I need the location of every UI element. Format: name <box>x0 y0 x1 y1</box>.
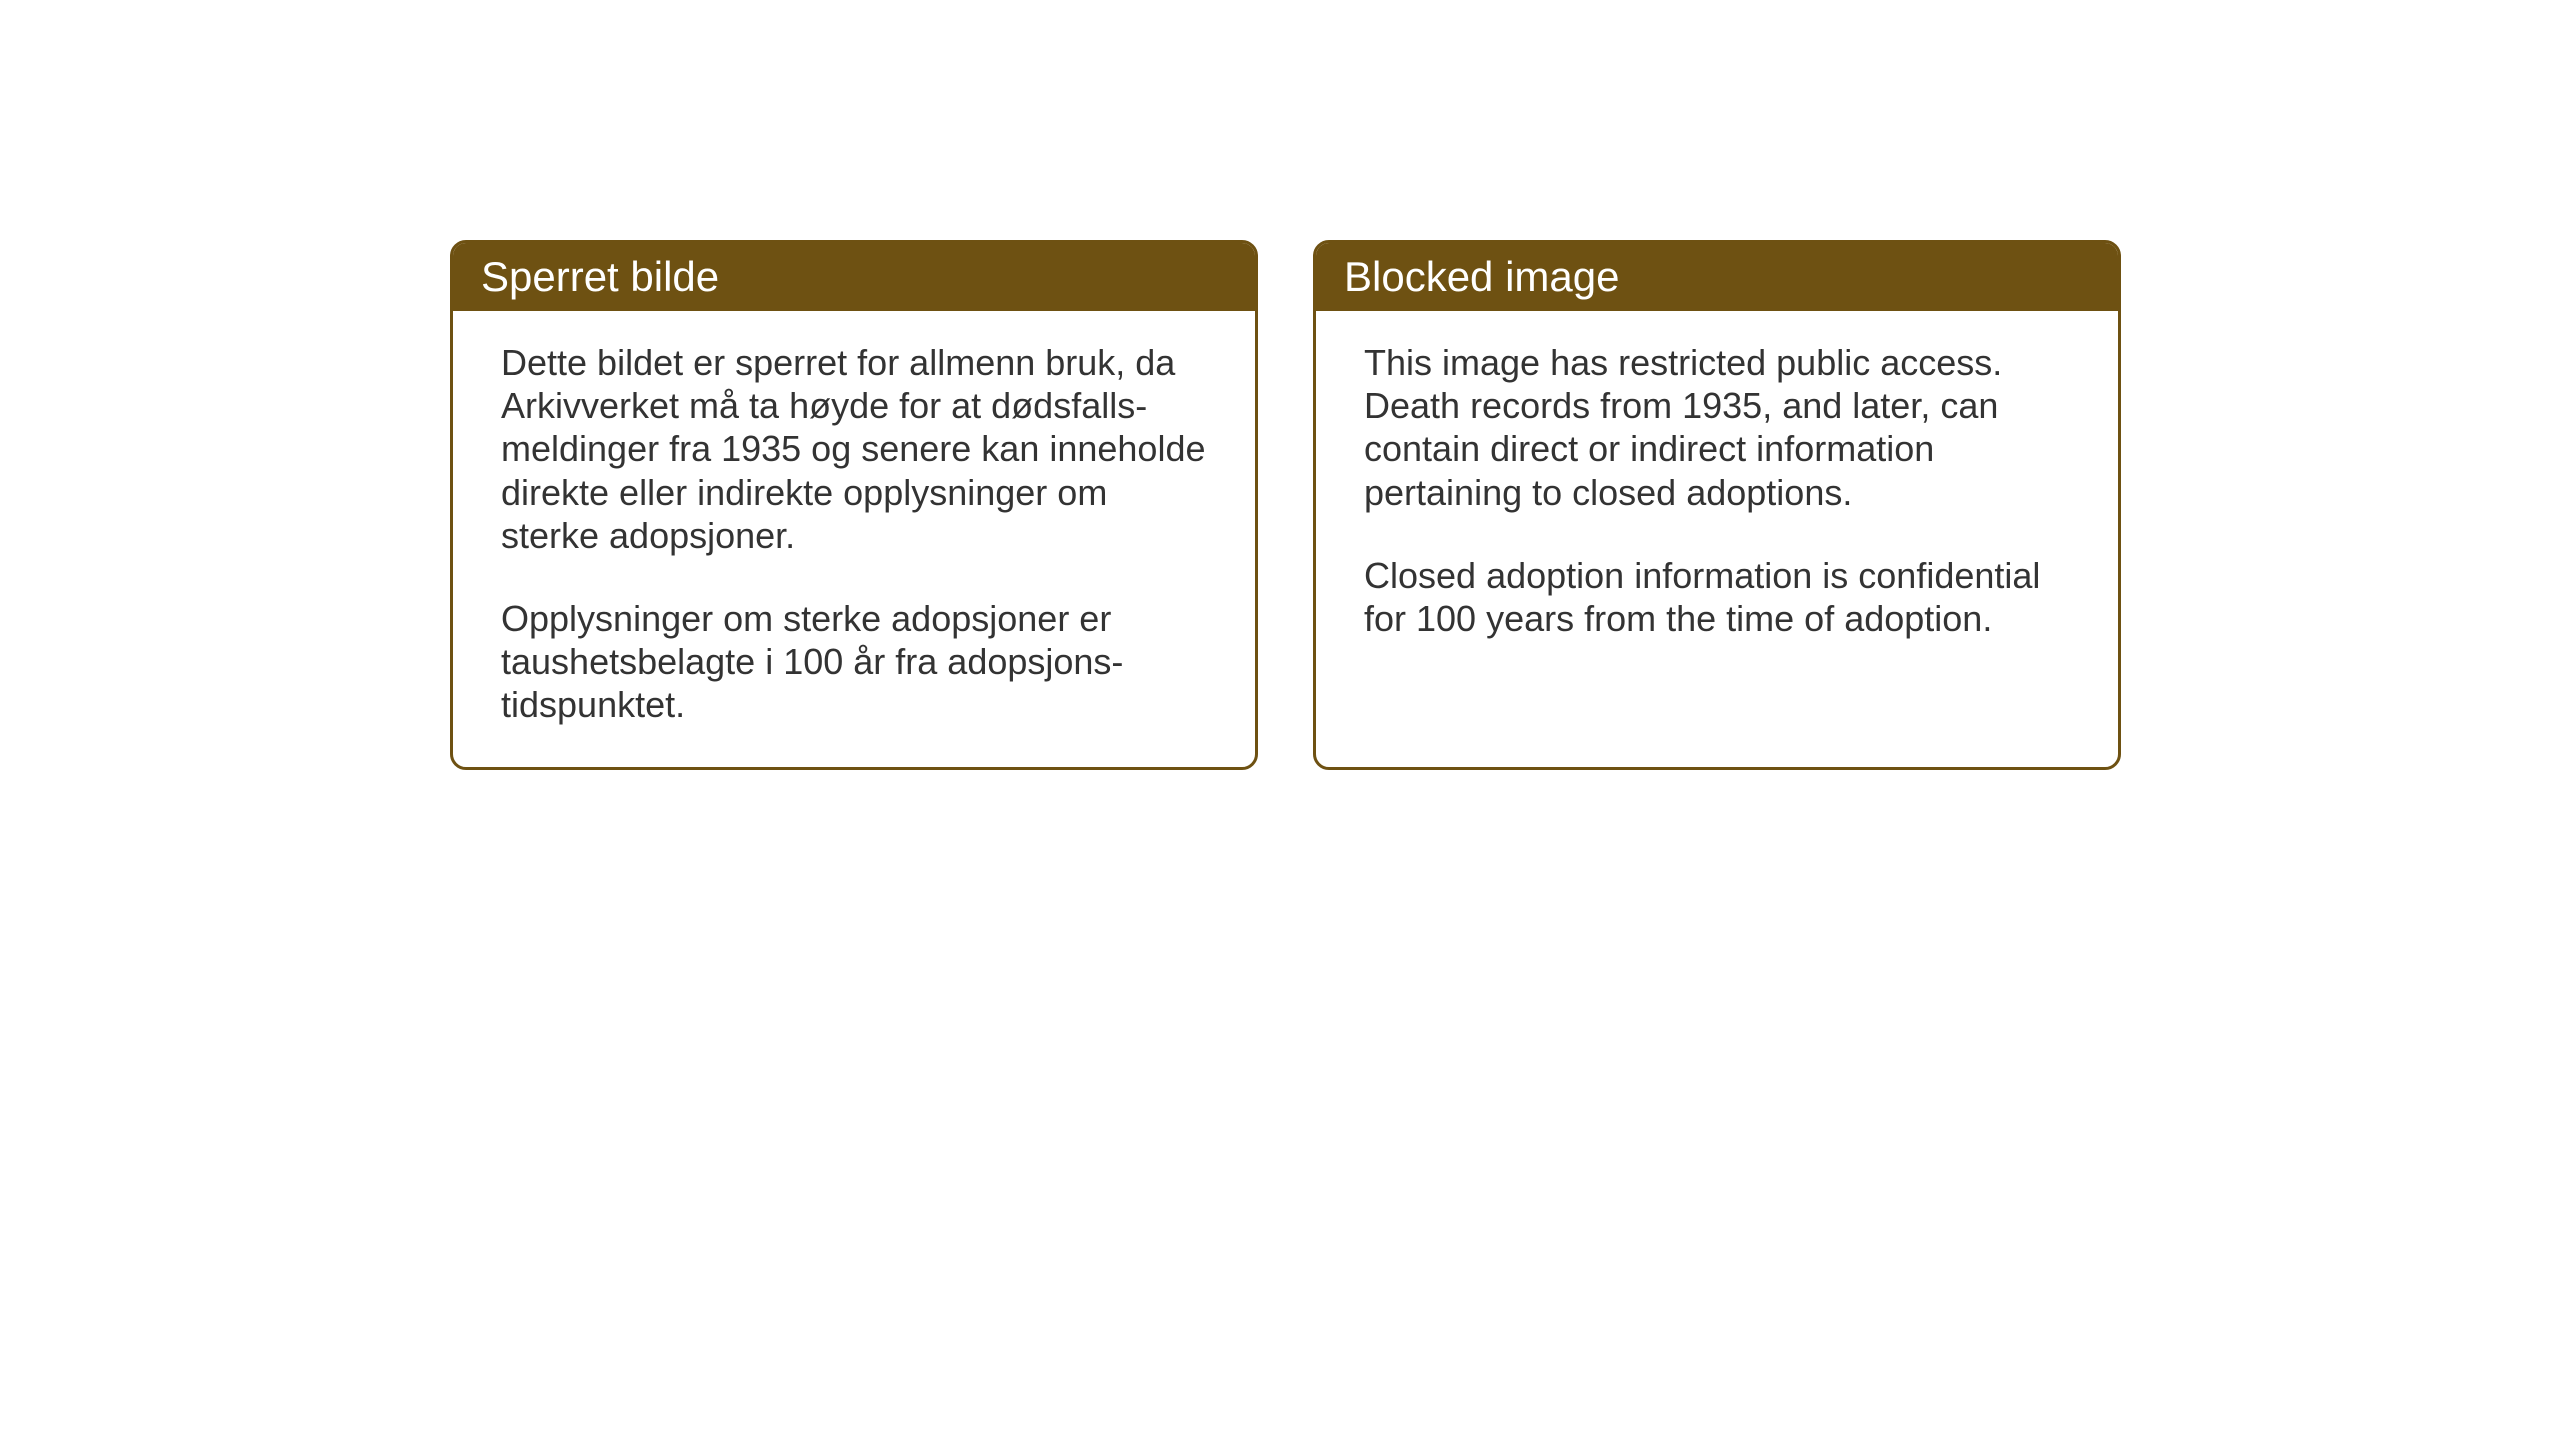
norwegian-paragraph-2: Opplysninger om sterke adopsjoner er tau… <box>501 597 1207 727</box>
english-notice-card: Blocked image This image has restricted … <box>1313 240 2121 770</box>
english-paragraph-2: Closed adoption information is confident… <box>1364 554 2070 640</box>
notice-container: Sperret bilde Dette bildet er sperret fo… <box>450 240 2121 770</box>
english-card-body: This image has restricted public access.… <box>1316 311 2118 749</box>
norwegian-paragraph-1: Dette bildet er sperret for allmenn bruk… <box>501 341 1207 557</box>
norwegian-card-title: Sperret bilde <box>453 243 1255 311</box>
norwegian-card-body: Dette bildet er sperret for allmenn bruk… <box>453 311 1255 767</box>
english-paragraph-1: This image has restricted public access.… <box>1364 341 2070 514</box>
norwegian-notice-card: Sperret bilde Dette bildet er sperret fo… <box>450 240 1258 770</box>
english-card-title: Blocked image <box>1316 243 2118 311</box>
